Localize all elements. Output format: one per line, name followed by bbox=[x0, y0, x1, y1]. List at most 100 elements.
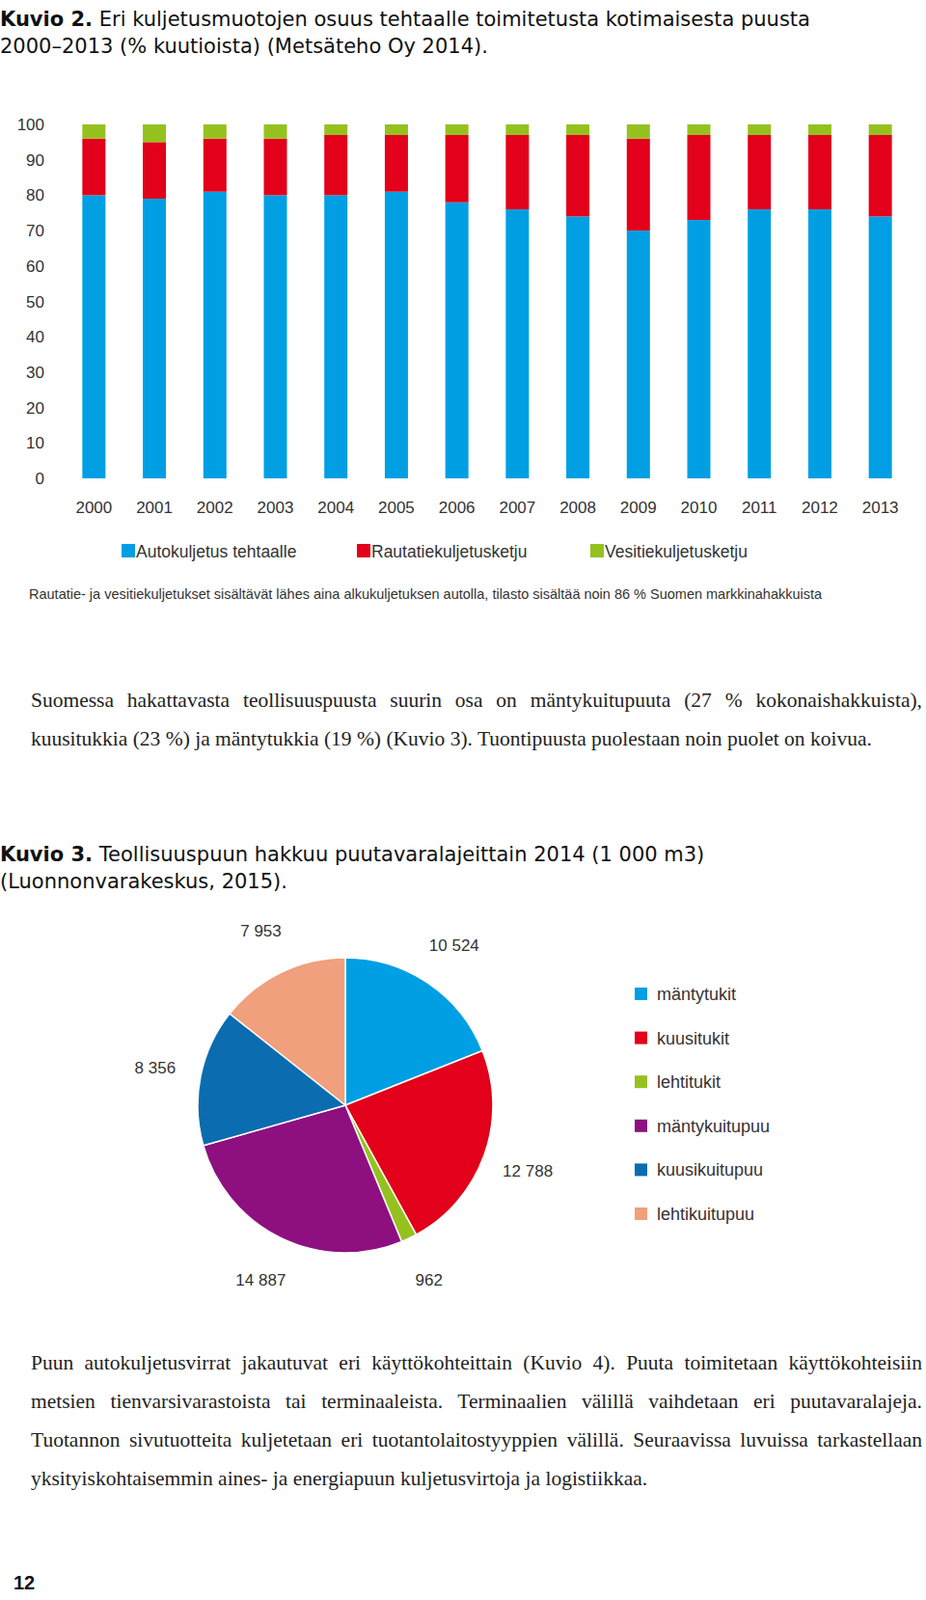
x-tick-label: 2005 bbox=[378, 498, 415, 518]
bar-segment bbox=[445, 135, 469, 203]
bar-segment bbox=[203, 138, 227, 192]
y-tick-label: 30 bbox=[26, 363, 45, 382]
bar-segment bbox=[808, 135, 832, 210]
x-tick-label: 2012 bbox=[801, 498, 839, 518]
bar-segment bbox=[747, 209, 771, 479]
legend-label: Rautatiekuljetusketju bbox=[371, 542, 527, 562]
bar-segment bbox=[626, 138, 651, 231]
legend-swatch bbox=[121, 544, 136, 558]
legend-label: mäntykuitupuu bbox=[656, 1116, 770, 1137]
y-tick-label: 60 bbox=[26, 257, 45, 276]
bar-segment bbox=[566, 124, 590, 136]
legend-swatch bbox=[634, 1075, 648, 1089]
legend-swatch bbox=[634, 1032, 648, 1045]
bar-segment bbox=[203, 191, 227, 479]
bar-segment bbox=[505, 135, 529, 210]
data-label: 12 788 bbox=[502, 1162, 553, 1181]
bar-segment bbox=[747, 124, 771, 136]
bar-segment bbox=[384, 124, 409, 136]
bar-segment bbox=[445, 124, 469, 136]
title: Teollisuuspuun hakkuu puutavaralajeittai… bbox=[0, 843, 705, 894]
title: Eri kuljetusmuotojen osuus tehtaalle toi… bbox=[0, 7, 811, 58]
bar-segment bbox=[808, 124, 832, 136]
data-label: 14 887 bbox=[235, 1271, 286, 1290]
x-tick-label: 2000 bbox=[75, 498, 112, 518]
pie-slice bbox=[229, 957, 346, 1106]
bar-segment bbox=[81, 194, 106, 479]
x-tick-label: 2008 bbox=[559, 498, 597, 518]
data-label: 8 356 bbox=[135, 1059, 177, 1078]
legend-label: Vesitiekuljetusketju bbox=[604, 542, 748, 562]
x-tick-label: 2011 bbox=[741, 498, 778, 518]
bar-segment bbox=[869, 135, 893, 217]
bar-segment bbox=[687, 135, 711, 220]
bar-segment bbox=[264, 124, 288, 139]
bar-segment bbox=[747, 135, 771, 210]
bar-segment bbox=[566, 135, 590, 217]
bar-segment bbox=[505, 124, 529, 136]
x-tick-label: 2013 bbox=[862, 498, 899, 518]
y-tick-label: 40 bbox=[26, 327, 45, 347]
bar-segment bbox=[81, 124, 106, 139]
bar-segment bbox=[566, 216, 590, 479]
bar-segment bbox=[203, 124, 227, 139]
legend-swatch bbox=[634, 1207, 648, 1221]
legend-swatch bbox=[634, 987, 648, 1001]
bar-segment bbox=[384, 191, 409, 479]
data-label: 7 953 bbox=[240, 922, 282, 941]
x-tick-label: 2003 bbox=[257, 498, 295, 518]
bar-segment bbox=[626, 124, 651, 139]
bar-segment bbox=[142, 141, 166, 199]
legend-label: lehtitukit bbox=[656, 1072, 721, 1092]
legend-swatch bbox=[356, 544, 371, 558]
y-tick-label: 90 bbox=[26, 151, 45, 170]
x-tick-label: 2007 bbox=[498, 498, 536, 518]
bar-segment bbox=[324, 124, 348, 136]
bar-segment bbox=[384, 135, 409, 192]
bars bbox=[81, 124, 892, 479]
charts: 0102030405060708090100200020012002200320… bbox=[0, 0, 926, 1600]
x-tick-label: 2001 bbox=[136, 498, 173, 518]
legend-swatch bbox=[590, 544, 604, 558]
legend-label: kuusikuitupuu bbox=[656, 1160, 763, 1180]
x-tick-label: 2009 bbox=[620, 498, 657, 518]
bar-segment bbox=[505, 209, 529, 479]
y-tick-label: 80 bbox=[26, 186, 45, 205]
figure-label: Kuvio 3. bbox=[0, 843, 93, 867]
bar-segment bbox=[81, 138, 106, 196]
bar-segment bbox=[869, 216, 893, 479]
pie bbox=[197, 957, 493, 1253]
page-number: 12 bbox=[13, 1572, 35, 1595]
x-tick-label: 2006 bbox=[438, 498, 476, 518]
bar-segment bbox=[142, 124, 166, 142]
x-tick-label: 2002 bbox=[196, 498, 234, 518]
bar-segment bbox=[687, 219, 711, 479]
y-tick-label: 20 bbox=[26, 399, 45, 418]
bar-segment bbox=[264, 138, 288, 196]
y-tick-label: 10 bbox=[26, 434, 45, 453]
legend-label: Autokuljetus tehtaalle bbox=[136, 542, 297, 562]
bar-segment bbox=[142, 198, 166, 479]
bar-segment bbox=[869, 124, 893, 136]
bar-segment bbox=[324, 194, 348, 479]
data-label: 10 524 bbox=[429, 936, 480, 955]
legend-label: kuusitukit bbox=[656, 1029, 730, 1049]
y-tick-label: 70 bbox=[26, 221, 45, 241]
bar-segment bbox=[264, 194, 288, 479]
bar-segment bbox=[445, 202, 469, 479]
bar-segment bbox=[626, 230, 651, 479]
bar-segment bbox=[808, 209, 832, 479]
chart-note: Rautatie- ja vesitiekuljetukset sisältäv… bbox=[28, 584, 922, 604]
paragraph: Puun autokuljetusvirrat jakautuvat eri k… bbox=[30, 1343, 923, 1498]
legend-label: lehtikuitupuu bbox=[656, 1204, 755, 1225]
y-tick-label: 100 bbox=[17, 115, 45, 135]
paragraph: Suomessa hakattavasta teollisuuspuusta s… bbox=[30, 680, 923, 759]
x-tick-label: 2010 bbox=[680, 498, 718, 518]
x-tick-label: 2004 bbox=[317, 498, 355, 518]
data-label: 962 bbox=[415, 1271, 443, 1290]
bar-segment bbox=[687, 124, 711, 136]
figure-label: Kuvio 2. bbox=[0, 7, 93, 31]
legend-swatch bbox=[634, 1119, 648, 1133]
bar-segment bbox=[324, 135, 348, 195]
figure-title: Kuvio 3. Teollisuuspuun hakkuu puutavara… bbox=[0, 841, 873, 896]
